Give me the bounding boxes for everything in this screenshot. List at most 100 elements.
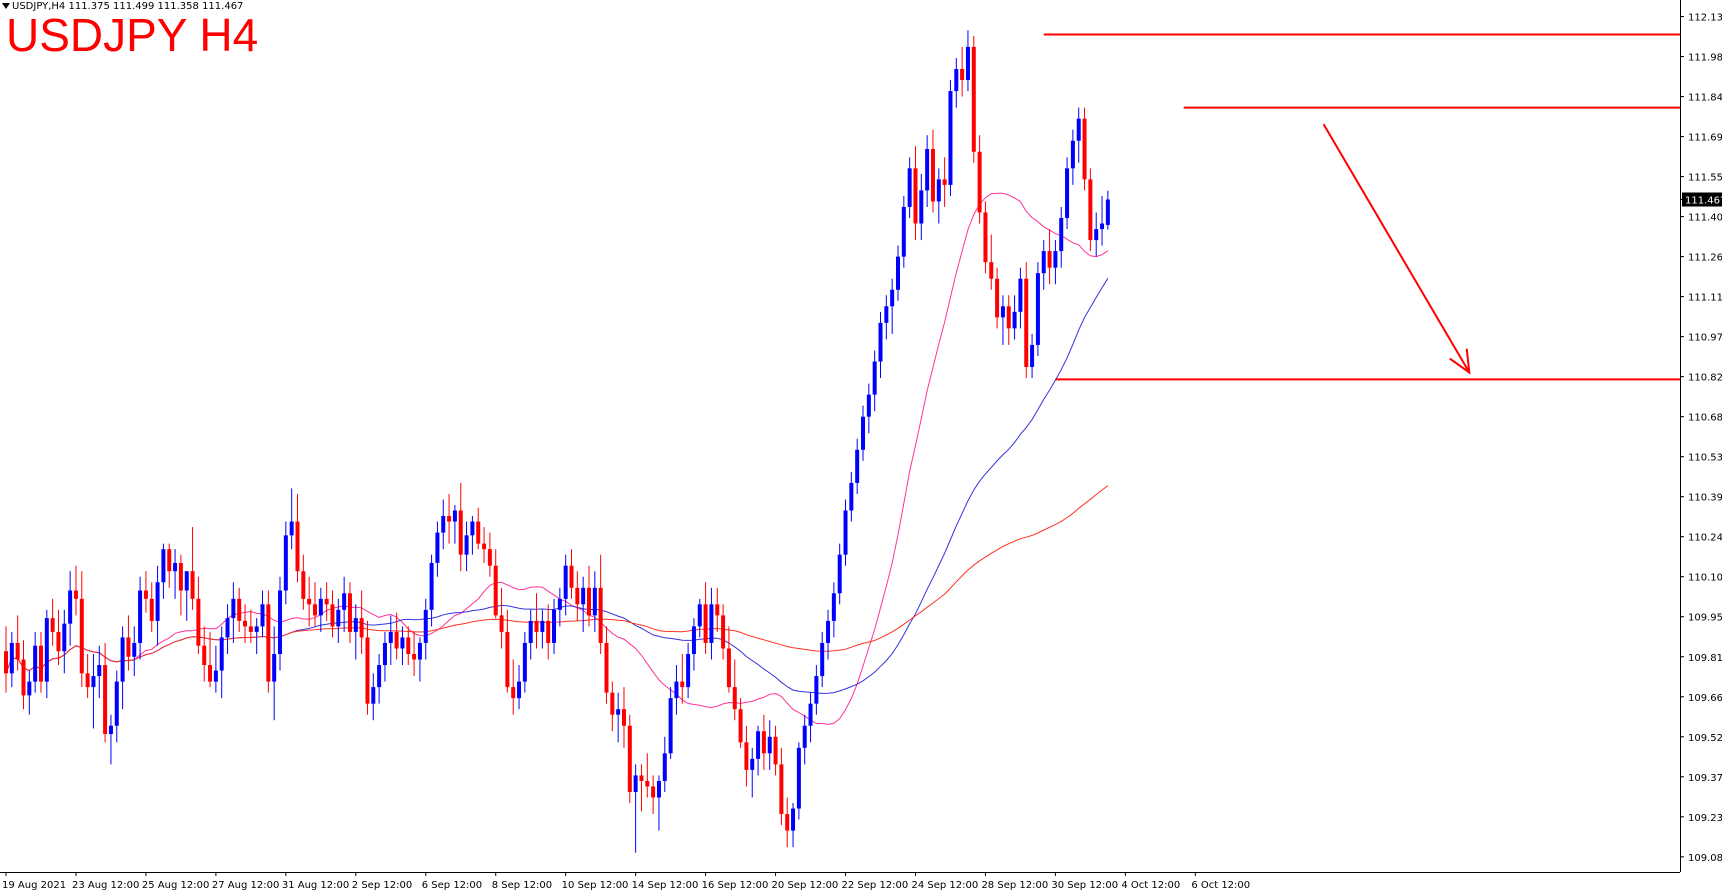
candle-body	[138, 590, 143, 643]
candle	[1065, 157, 1070, 230]
time-tick-label: 16 Sep 12:00	[702, 880, 769, 891]
candle	[674, 665, 679, 715]
candle	[126, 615, 131, 671]
ma-fast-line	[5, 192, 1109, 725]
candle	[149, 582, 154, 632]
candle	[621, 687, 626, 748]
candle	[260, 590, 265, 638]
candle	[557, 587, 562, 627]
candle-body	[627, 725, 632, 792]
candle-body	[173, 562, 178, 572]
candle-body	[808, 703, 813, 726]
candle	[785, 797, 790, 848]
candle	[1088, 168, 1093, 252]
candle-body	[656, 780, 661, 798]
candle	[336, 598, 341, 643]
candle	[417, 637, 422, 682]
candle-body	[417, 642, 422, 660]
candle	[522, 631, 527, 693]
candle-body	[814, 676, 819, 704]
candle-body	[1041, 251, 1046, 274]
candle-body	[441, 516, 446, 533]
candle	[301, 554, 306, 610]
candle	[592, 571, 597, 632]
candle	[243, 604, 248, 643]
candle-body	[907, 168, 912, 207]
candle	[796, 742, 801, 820]
candle-body	[85, 673, 90, 688]
candle-body	[971, 46, 976, 152]
candle	[575, 571, 580, 621]
candle-body	[1094, 229, 1099, 241]
candle	[266, 590, 271, 693]
candle-body	[849, 482, 854, 511]
candle-body	[1012, 311, 1017, 329]
candle	[505, 609, 510, 693]
candle	[225, 604, 230, 654]
candle	[1018, 267, 1023, 329]
current-price-label: 111.467	[1685, 196, 1722, 207]
candle-body	[62, 623, 67, 652]
candle-body	[779, 764, 784, 815]
candle-body	[796, 747, 801, 809]
candle-body	[493, 565, 498, 616]
candle-body	[674, 681, 679, 699]
candle	[429, 554, 434, 627]
candle-body	[429, 562, 434, 610]
candle	[388, 615, 393, 666]
candle-body	[738, 709, 743, 743]
candle-body	[1105, 199, 1110, 225]
candle	[1041, 240, 1046, 290]
candle-body	[482, 543, 487, 550]
candle	[901, 195, 906, 268]
candle-body	[312, 604, 317, 616]
candle-body	[487, 549, 492, 566]
candle-body	[557, 598, 562, 610]
candle-body	[243, 620, 248, 627]
price-tick-label: 109.520	[1688, 733, 1722, 744]
candle	[283, 521, 288, 605]
candle-body	[703, 604, 708, 643]
candle	[756, 725, 761, 776]
candle-body	[621, 709, 626, 726]
candle	[1070, 129, 1075, 185]
candle	[808, 692, 813, 743]
candle	[114, 670, 119, 743]
candle	[482, 527, 487, 563]
candle	[616, 692, 621, 743]
candle	[79, 571, 84, 688]
candle-body	[202, 645, 207, 666]
candle	[1030, 333, 1035, 379]
candle-body	[680, 681, 685, 688]
candle-body	[965, 46, 970, 81]
dropdown-triangle-icon[interactable]	[2, 3, 10, 9]
candle	[1082, 107, 1087, 191]
time-tick-label: 2 Sep 12:00	[352, 880, 412, 891]
candle-body	[884, 306, 889, 323]
time-tick-label: 25 Aug 12:00	[142, 880, 209, 891]
candle	[534, 593, 539, 649]
candle	[62, 609, 67, 674]
candle	[347, 582, 352, 643]
candle	[312, 582, 317, 627]
candle-body	[406, 637, 411, 654]
candle	[1076, 107, 1081, 163]
candle	[744, 725, 749, 787]
candle	[656, 775, 661, 831]
candle	[587, 565, 591, 627]
candle	[33, 631, 38, 693]
candle-body	[820, 642, 825, 677]
candle	[837, 543, 842, 605]
candle	[120, 626, 125, 710]
candle-body	[878, 322, 883, 362]
candle-body	[394, 631, 399, 649]
candle-body	[575, 587, 580, 605]
candle-body	[954, 68, 959, 92]
candle-body	[837, 554, 842, 594]
candle-body	[598, 587, 603, 643]
candle	[552, 598, 557, 654]
time-tick-label: 28 Sep 12:00	[981, 880, 1048, 891]
candle-body	[726, 648, 731, 688]
candle-body	[610, 692, 615, 715]
